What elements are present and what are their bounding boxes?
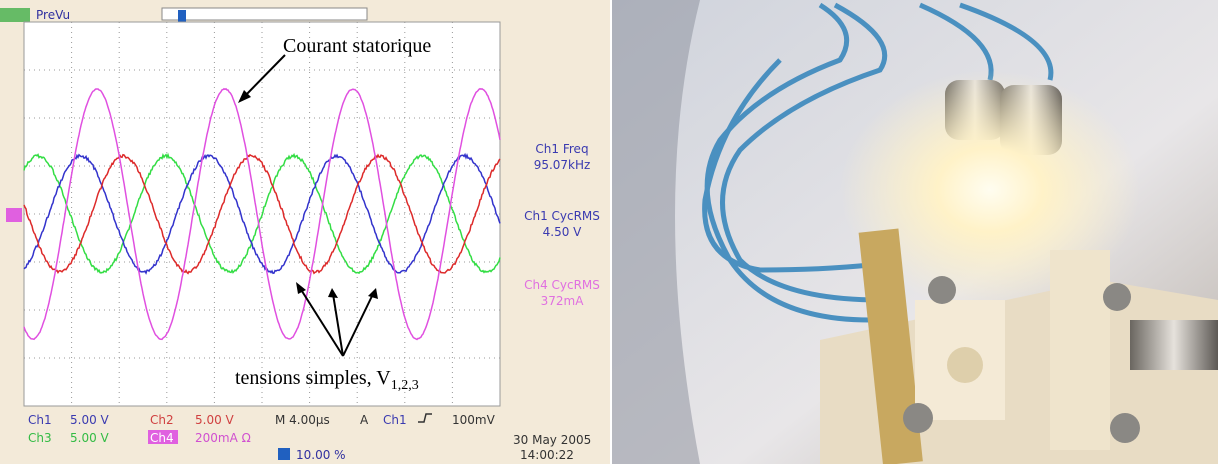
readout: A (360, 413, 369, 427)
ch4-marker (6, 208, 22, 222)
measurement: 95.07kHz (534, 158, 591, 172)
readout: Ch2 (150, 413, 174, 427)
t-icon (278, 448, 290, 460)
annotation-sub: 1,2,3 (391, 378, 419, 393)
status: PreVu (36, 8, 70, 22)
measurement: 4.50 V (543, 225, 583, 239)
readout: 5.00 V (195, 413, 235, 427)
measurement: Ch1 Freq (535, 142, 588, 156)
readout: Ch1 (383, 413, 407, 427)
readout: Ch3 (28, 431, 52, 445)
readout: 200mA Ω (195, 431, 251, 445)
date: 30 May 2005 (513, 433, 591, 447)
readout: 100mV (452, 413, 496, 427)
oscilloscope: PreVu Courant statorique tensions simple… (0, 0, 610, 464)
measurement: 372mA (541, 294, 585, 308)
time: 14:00:22 (520, 448, 574, 462)
readout: Ch4 (150, 431, 174, 445)
photo (612, 0, 1218, 464)
measurement: Ch1 CycRMS (524, 209, 600, 223)
run-indicator (0, 8, 30, 22)
record-bar (162, 8, 367, 20)
trigger-position: 10.00 % (296, 448, 346, 462)
trigger-marker (178, 10, 186, 22)
readout: 5.00 V (70, 413, 110, 427)
readout: 5.00 V (70, 431, 110, 445)
readout: M 4.00µs (275, 413, 330, 427)
readout: Ch1 (28, 413, 52, 427)
measurement: Ch4 CycRMS (524, 278, 600, 292)
annotation: Courant statorique (283, 35, 431, 57)
annotation-text: tensions simples, V (235, 367, 391, 389)
